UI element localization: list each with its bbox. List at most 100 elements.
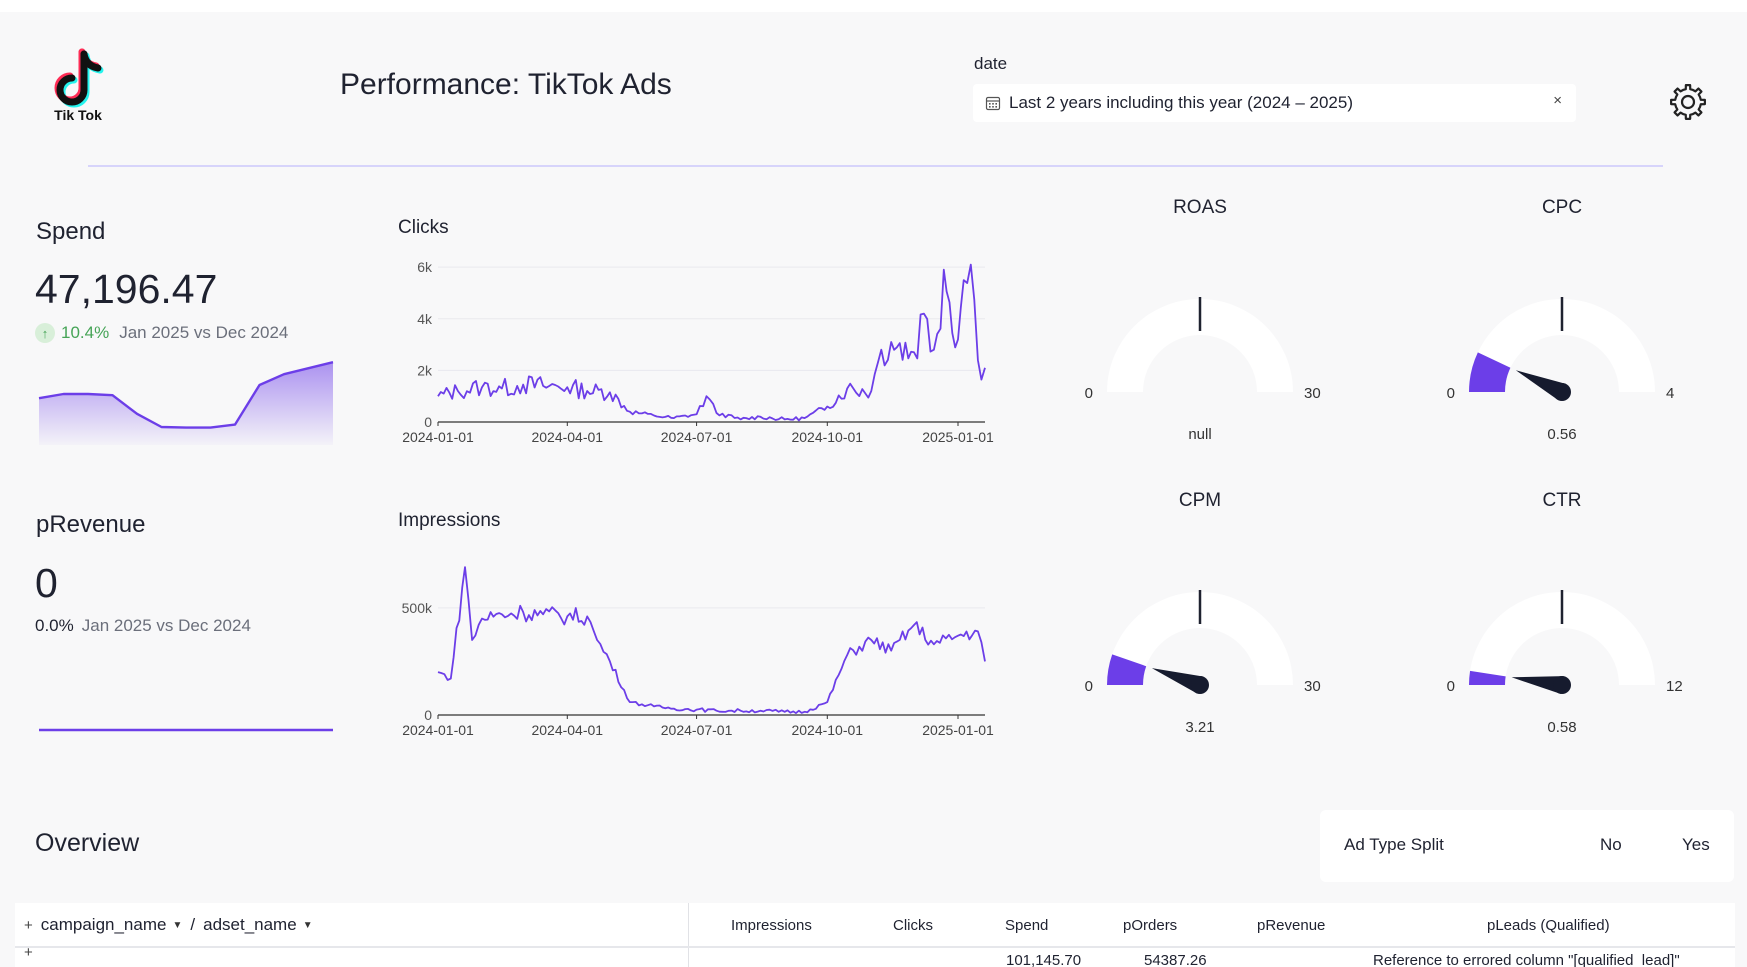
page-title: Performance: TikTok Ads	[340, 68, 672, 101]
logo-caption: Tik Tok	[54, 107, 102, 123]
overview-table	[15, 903, 1735, 967]
gauge-needle-hub	[1191, 676, 1209, 694]
column-header-porders[interactable]: pOrders	[1123, 917, 1178, 934]
chevron-down-icon[interactable]: ▼	[302, 919, 313, 931]
gauge-min-label: 0	[1447, 385, 1455, 402]
y-tick-label: 6k	[417, 259, 433, 275]
impressions-chart: 0 500k 2024-01-01 2024-04-01 2024-07-01 2024-…	[402, 566, 994, 738]
ad-type-split-panel	[1320, 810, 1734, 882]
y-tick-label: 500k	[402, 600, 433, 616]
roas-gauge: 0 30 null	[1085, 297, 1321, 443]
spend-sparkline	[38, 361, 334, 445]
gauge-value-label: 3.21	[1185, 719, 1214, 736]
x-tick-label: 2025-01-01	[922, 429, 994, 445]
x-tick-label: 2024-10-01	[791, 429, 863, 445]
sparkline-line	[38, 361, 334, 429]
roas-gauge-title: ROAS	[1173, 197, 1227, 218]
column-header-clicks[interactable]: Clicks	[893, 917, 933, 934]
gauge-min-label: 0	[1447, 678, 1455, 695]
spend-kpi-change: ↑ 10.4% Jan 2025 vs Dec 2024	[35, 323, 288, 343]
gauge-needle-hub	[1553, 383, 1571, 401]
column-header-prevenue[interactable]: pRevenue	[1257, 917, 1326, 934]
expand-all-button[interactable]: +	[24, 916, 33, 934]
expand-row-button[interactable]: +	[24, 944, 33, 961]
ad-type-split-yes-button[interactable]: Yes	[1682, 835, 1710, 854]
dimension-separator: /	[190, 915, 196, 934]
x-tick-label: 2024-01-01	[402, 722, 474, 738]
x-tick-label: 2024-07-01	[661, 722, 733, 738]
x-tick-label: 2024-01-01	[402, 429, 474, 445]
y-tick-label: 2k	[417, 362, 433, 378]
gauge-track	[1107, 592, 1293, 685]
gauge-needle	[1151, 668, 1203, 694]
ctr-gauge: 0 12 0.58	[1447, 590, 1683, 736]
gauge-fill	[1469, 352, 1511, 392]
gauge-needle-hub	[1553, 676, 1571, 694]
table-column-divider	[688, 903, 689, 967]
column-header-pleads-qualified[interactable]: pLeads (Qualified)	[1487, 917, 1610, 934]
column-header-spend[interactable]: Spend	[1005, 917, 1049, 934]
gauge-track	[1469, 299, 1655, 392]
date-filter-label: date	[974, 54, 1008, 73]
adset-name-dimension[interactable]: adset_name	[203, 915, 297, 934]
cpm-gauge: 0 30 3.21	[1085, 590, 1321, 736]
overview-title: Overview	[35, 829, 140, 857]
tiktok-logo-icon	[54, 48, 104, 108]
series-line	[437, 263, 986, 422]
sparkline-area	[39, 362, 333, 445]
gauge-min-label: 0	[1085, 385, 1093, 402]
arrow-up-icon: ↑	[35, 323, 55, 343]
x-tick-label: 2024-10-01	[791, 722, 863, 738]
y-tick-label: 0	[424, 707, 432, 723]
x-tick-label: 2025-01-01	[922, 722, 994, 738]
calendar-icon	[985, 96, 1001, 111]
table-cell-porders: 54387.26	[1144, 952, 1207, 967]
gauge-max-label: 30	[1304, 678, 1321, 695]
prevenue-kpi-value: 0	[35, 560, 58, 606]
clicks-chart: 0 2k 4k 6k 2024-01-01 2024-04-01 2024-07-01 202…	[402, 259, 994, 445]
gauge-fill	[1107, 654, 1147, 685]
gauge-needle	[1511, 676, 1564, 694]
gauge-max-label: 4	[1666, 385, 1674, 402]
header-divider	[88, 165, 1663, 167]
prevenue-kpi-title: pRevenue	[36, 511, 146, 538]
date-filter-value: Last 2 years including this year (2024 –…	[1009, 93, 1353, 112]
ad-type-split-no-button[interactable]: No	[1600, 835, 1622, 854]
prevenue-sparkline	[39, 728, 333, 732]
cpm-gauge-title: CPM	[1178, 490, 1222, 511]
impressions-chart-title: Impressions	[398, 510, 501, 531]
gauge-track	[1107, 299, 1293, 392]
gauge-max-label: 30	[1304, 385, 1321, 402]
gauge-value-label: 0.58	[1547, 719, 1576, 736]
spend-kpi-value: 47,196.47	[35, 266, 218, 312]
column-header-impressions[interactable]: Impressions	[731, 917, 812, 934]
spend-comparison: Jan 2025 vs Dec 2024	[119, 323, 289, 342]
top-bar	[0, 0, 1747, 12]
gauge-track	[1469, 592, 1655, 685]
prevenue-comparison: Jan 2025 vs Dec 2024	[81, 616, 251, 635]
table-cell-pleads: Reference to errored column "[qualified_…	[1373, 952, 1680, 967]
cpc-gauge-title: CPC	[1541, 197, 1583, 218]
date-filter-input[interactable]: Last 2 years including this year (2024 –…	[973, 84, 1576, 122]
prevenue-change-pct: 0.0%	[35, 616, 74, 635]
chevron-down-icon[interactable]: ▼	[172, 919, 183, 931]
ad-type-split-label: Ad Type Split	[1344, 835, 1444, 854]
gauge-max-label: 12	[1666, 678, 1683, 695]
clicks-chart-title: Clicks	[398, 217, 449, 238]
spend-kpi-title: Spend	[36, 218, 106, 245]
campaign-name-dimension[interactable]: campaign_name	[40, 915, 167, 934]
table-header-divider	[15, 946, 1735, 948]
row-dimension-header: + campaign_name ▼ / adset_name ▼	[24, 915, 321, 935]
prevenue-kpi-change: 0.0% Jan 2025 vs Dec 2024	[35, 616, 251, 636]
cpc-gauge: 0 40.56	[1447, 297, 1674, 443]
y-tick-label: 0	[424, 414, 432, 430]
series-line	[437, 566, 986, 714]
x-tick-label: 2024-04-01	[531, 722, 603, 738]
gauge-value-label: null	[1188, 426, 1211, 443]
spend-change-pct: 10.4%	[61, 323, 110, 342]
x-tick-label: 2024-07-01	[661, 429, 733, 445]
y-tick-label: 4k	[417, 311, 433, 327]
gear-icon[interactable]	[1668, 82, 1708, 122]
clear-date-button[interactable]: ×	[1553, 92, 1562, 109]
gauge-min-label: 0	[1085, 678, 1093, 695]
